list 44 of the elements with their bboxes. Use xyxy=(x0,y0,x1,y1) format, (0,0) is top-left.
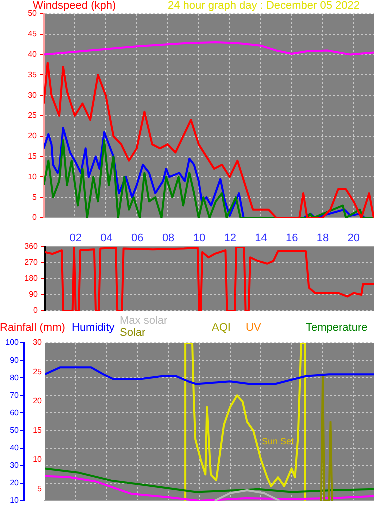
text: Temperature xyxy=(306,322,368,334)
y-tick-label: 30 xyxy=(10,461,20,470)
y-tick-label: 360 xyxy=(24,242,39,252)
y2-axis-title: Rainfall (mm) xyxy=(0,322,66,334)
y-tick-label: 40 xyxy=(10,444,20,453)
x-tick-label: 20 xyxy=(348,232,360,244)
chart-title: 24 hour graph day : December 05 2022 xyxy=(168,0,360,12)
x-tick-label: 06 xyxy=(132,232,144,244)
y-tick-label: 40 xyxy=(28,50,38,60)
y-tick-label: 80 xyxy=(10,373,20,382)
x-tick-label: 04 xyxy=(100,232,113,244)
y-tick-label: 270 xyxy=(24,258,39,268)
text: Humidity xyxy=(72,322,116,334)
text: Solar xyxy=(120,327,146,340)
y-tick-label: 5 xyxy=(32,192,38,202)
text: Max solar xyxy=(120,315,168,328)
text: UV xyxy=(246,322,262,334)
y-tick-label: 0 xyxy=(32,213,38,222)
y-tick-label: 90 xyxy=(29,290,39,300)
x-tick-label: 08 xyxy=(162,232,175,244)
y-tick-label: 60 xyxy=(10,408,20,418)
y-tick-label: 20 xyxy=(28,132,38,141)
y-tick-label: 25 xyxy=(28,111,38,120)
x-tick-label: 10 xyxy=(193,232,206,244)
y-tick-label: 180 xyxy=(24,274,39,284)
x-tick-label: 12 xyxy=(224,232,236,244)
y-tick-label: 0 xyxy=(34,306,39,316)
x-tick-label: 14 xyxy=(255,232,268,244)
y-tick-label: 10 xyxy=(28,172,38,182)
y-tick-label: 100 xyxy=(6,338,20,348)
x-tick-label: 02 xyxy=(70,232,82,244)
x-tick-label: 18 xyxy=(316,232,330,244)
y-tick-label: 15 xyxy=(28,152,38,162)
y-tick-label: 35 xyxy=(28,70,38,80)
y-tick-label: 50 xyxy=(10,426,20,435)
annotation: Sun Set xyxy=(262,436,295,446)
y-tick-label: 70 xyxy=(10,390,20,400)
text: AQI xyxy=(212,322,231,334)
y-tick-label: 20 xyxy=(10,478,20,488)
y-tick-label: 10 xyxy=(10,496,20,506)
y-tick-label: 30 xyxy=(28,90,38,100)
x-tick-label: 16 xyxy=(286,232,298,244)
y-tick-label: 90 xyxy=(10,356,20,365)
y-tick-label: 45 xyxy=(28,30,38,39)
